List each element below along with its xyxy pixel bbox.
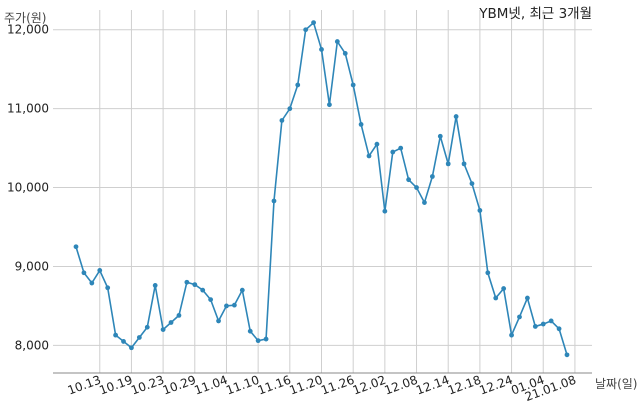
data-point bbox=[501, 286, 507, 291]
data-point bbox=[525, 295, 530, 301]
grid-lines bbox=[53, 10, 592, 373]
data-point bbox=[271, 198, 277, 204]
data-point bbox=[493, 295, 499, 301]
data-point bbox=[113, 332, 118, 338]
data-point bbox=[263, 336, 269, 342]
data-point bbox=[192, 282, 198, 288]
data-point bbox=[295, 82, 301, 88]
data-point bbox=[485, 270, 491, 276]
x-axis-ticks: 10.1310.1910.2310.2911.0411.1011.1611.20… bbox=[66, 373, 578, 404]
data-point bbox=[73, 244, 79, 250]
data-point bbox=[81, 270, 87, 276]
data-point bbox=[208, 297, 214, 303]
data-point bbox=[437, 133, 443, 139]
data-point bbox=[105, 285, 111, 291]
data-point bbox=[390, 149, 396, 155]
y-tick-label: 12,000 bbox=[7, 23, 49, 37]
x-axis-title: 날짜(일) bbox=[595, 377, 637, 391]
data-point bbox=[509, 332, 514, 338]
data-point bbox=[239, 287, 245, 293]
data-point bbox=[461, 161, 467, 167]
data-point bbox=[429, 174, 435, 179]
data-point bbox=[445, 161, 451, 167]
data-point bbox=[144, 324, 150, 330]
data-point bbox=[327, 102, 332, 108]
data-point bbox=[200, 287, 206, 293]
data-point bbox=[224, 303, 229, 309]
data-point bbox=[136, 335, 142, 340]
data-point bbox=[129, 345, 134, 351]
data-point bbox=[350, 82, 356, 88]
data-point bbox=[532, 324, 538, 329]
data-point bbox=[406, 177, 412, 183]
y-tick-label: 11,000 bbox=[7, 102, 49, 116]
chart-title: YBM넷, 최근 3개월 bbox=[478, 6, 592, 22]
data-point bbox=[247, 328, 253, 334]
data-point bbox=[358, 122, 364, 127]
data-point bbox=[287, 106, 293, 112]
data-point bbox=[422, 200, 427, 205]
y-tick-label: 10,000 bbox=[7, 181, 49, 195]
y-tick-label: 8,000 bbox=[15, 338, 49, 352]
data-point bbox=[303, 27, 309, 33]
y-axis-title: 주가(원) bbox=[4, 11, 46, 25]
data-point bbox=[414, 185, 419, 190]
data-point bbox=[216, 318, 221, 324]
data-point bbox=[319, 47, 324, 52]
data-point bbox=[255, 338, 261, 344]
data-point bbox=[279, 118, 285, 123]
data-point bbox=[398, 145, 404, 151]
data-point bbox=[374, 141, 380, 147]
data-point bbox=[453, 114, 459, 119]
data-point bbox=[168, 320, 174, 325]
data-point bbox=[231, 302, 237, 308]
data-point bbox=[334, 39, 340, 44]
data-point bbox=[160, 327, 166, 332]
y-tick-label: 9,000 bbox=[15, 259, 49, 273]
data-point bbox=[564, 352, 570, 358]
data-point bbox=[556, 326, 562, 332]
data-point bbox=[548, 318, 554, 324]
data-point bbox=[469, 181, 475, 187]
data-point bbox=[176, 312, 182, 318]
data-point bbox=[540, 321, 546, 327]
data-point bbox=[366, 153, 372, 159]
data-point bbox=[342, 51, 348, 56]
data-point bbox=[477, 208, 483, 213]
data-point bbox=[97, 268, 103, 273]
data-point bbox=[152, 283, 158, 288]
data-point bbox=[184, 279, 190, 285]
data-point bbox=[121, 339, 126, 344]
data-point bbox=[89, 280, 95, 286]
y-axis-ticks: 8,000 9,000 10,000 11,000 12,000 bbox=[7, 23, 49, 353]
data-point bbox=[517, 314, 522, 320]
data-point bbox=[311, 20, 316, 26]
data-point bbox=[382, 208, 388, 214]
data-points bbox=[73, 20, 570, 358]
